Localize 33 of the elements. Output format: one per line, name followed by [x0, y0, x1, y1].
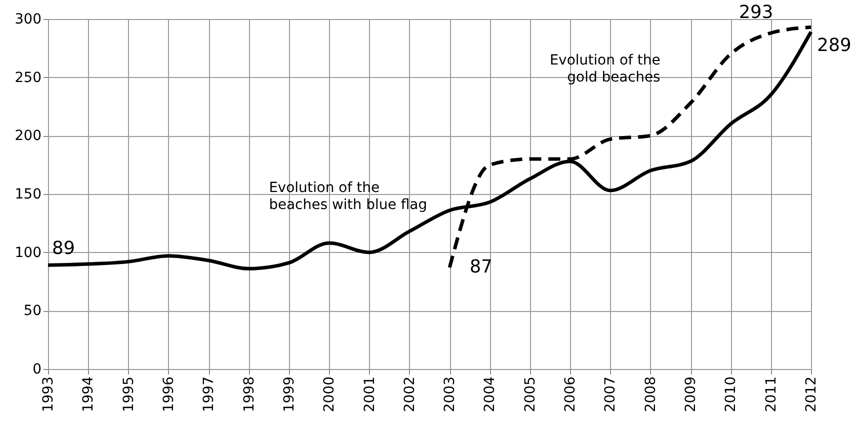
- annotation: 293: [738, 2, 774, 24]
- series-label: Evolution of the beaches with blue flag: [268, 180, 428, 213]
- x-tick-label: 2001: [362, 376, 378, 412]
- x-tick-label: 2008: [642, 376, 659, 412]
- y-tick-label: 300: [14, 12, 42, 28]
- annotation: 87: [470, 256, 492, 278]
- x-tick-label: 1997: [201, 376, 218, 412]
- x-tick-label: 2010: [723, 376, 740, 412]
- x-tick-label: 1993: [40, 376, 56, 412]
- x-tick-label: 2007: [602, 376, 619, 412]
- y-tick-label: 0: [32, 362, 42, 378]
- x-tick-label: 2012: [804, 376, 820, 412]
- x-tick-label: 2011: [763, 376, 780, 412]
- y-tick-label: 50: [24, 303, 42, 320]
- x-tick-label: 1998: [241, 376, 258, 412]
- x-tick-label: 1995: [120, 376, 137, 412]
- x-tick-label: 1994: [80, 376, 97, 412]
- x-tick-label: 2000: [322, 376, 338, 412]
- annotation: 289: [817, 34, 852, 56]
- x-tick-label: 1999: [281, 376, 298, 412]
- y-tick-label: 250: [14, 70, 42, 86]
- x-tick-label: 2003: [442, 376, 458, 412]
- x-tick-label: 2005: [522, 376, 538, 412]
- x-tick-label: 2004: [482, 376, 498, 412]
- text: Evolution of the gold beaches: [550, 52, 660, 86]
- y-tick-label: 200: [14, 128, 42, 144]
- y-tick-label: 150: [14, 186, 42, 202]
- x-tick-label: 1996: [160, 376, 177, 412]
- y-tick-label: 100: [14, 244, 42, 261]
- x-tick-label: 2009: [683, 376, 700, 412]
- x-tick-label: 2006: [562, 376, 579, 412]
- annotation: 89: [52, 238, 75, 260]
- x-tick-label: 2002: [402, 376, 418, 412]
